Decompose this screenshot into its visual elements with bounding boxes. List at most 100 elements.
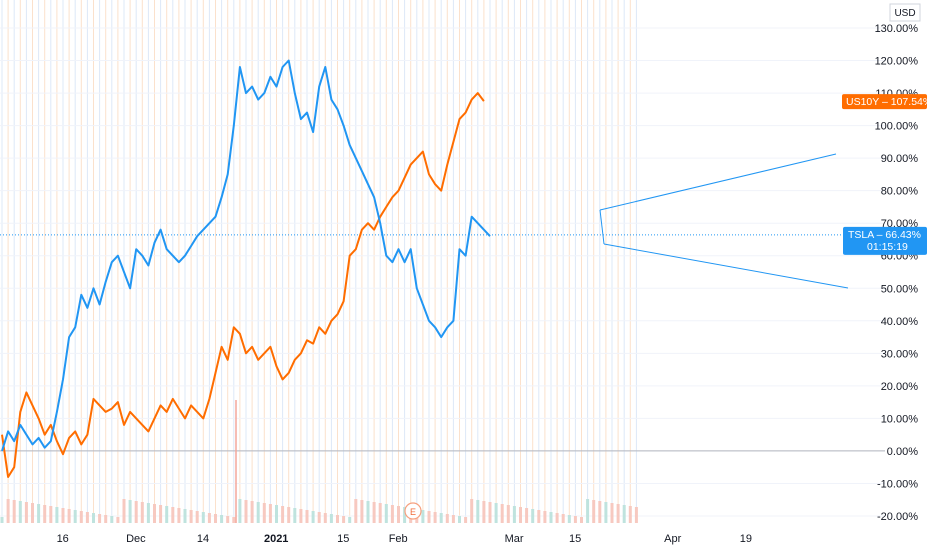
volume-bar bbox=[616, 504, 620, 523]
event-markers[interactable]: E bbox=[404, 502, 422, 520]
x-tick-label: Feb bbox=[389, 533, 408, 545]
volume-bar bbox=[122, 499, 126, 523]
volume-bar bbox=[55, 507, 59, 523]
volume-bar bbox=[634, 507, 638, 523]
y-tick-label: 40.00% bbox=[881, 316, 919, 328]
volume-bar bbox=[165, 506, 169, 523]
volume-bar bbox=[317, 512, 321, 523]
x-tick-label: 15 bbox=[569, 533, 581, 545]
y-tick-label: 10.00% bbox=[881, 413, 919, 425]
volume-bar bbox=[201, 512, 205, 523]
y-tick-label: 120.00% bbox=[875, 56, 919, 68]
price-axis[interactable]: USD 130.00%120.00%110.00%100.00%90.00%80… bbox=[875, 0, 932, 550]
volume-bar bbox=[464, 517, 468, 523]
x-tick-label: 14 bbox=[197, 533, 209, 545]
series-line-us10y bbox=[1, 92, 485, 478]
volume-bar bbox=[238, 499, 242, 523]
volume-bar bbox=[549, 512, 553, 523]
volume-bar bbox=[360, 500, 364, 523]
volume-bar bbox=[476, 500, 480, 523]
volume-bar bbox=[262, 503, 266, 523]
volume-bar bbox=[592, 500, 596, 523]
volume-bar bbox=[232, 517, 236, 523]
volume-bar bbox=[128, 500, 132, 523]
volume-bar bbox=[451, 515, 455, 523]
volume-bar bbox=[195, 511, 199, 523]
volume-bar bbox=[85, 512, 89, 523]
volume-bar bbox=[342, 516, 346, 523]
badge-tsla-label: TSLA – 66.43% bbox=[848, 229, 921, 241]
currency-label-box[interactable] bbox=[889, 3, 921, 22]
volume-bar bbox=[92, 513, 95, 523]
volume-bar bbox=[329, 514, 333, 523]
volume-bar bbox=[445, 514, 449, 523]
volume-bar bbox=[354, 499, 358, 523]
volume-bar bbox=[610, 503, 614, 523]
last-value-badges: US10Y – 107.54% TSLA – 66.43%01:15:19 bbox=[842, 94, 932, 255]
volume-bar bbox=[116, 517, 120, 523]
x-tick-label: 15 bbox=[337, 533, 349, 545]
x-tick-label: 2021 bbox=[264, 533, 288, 545]
earnings-event-marker[interactable] bbox=[404, 502, 422, 520]
volume-bar bbox=[12, 500, 16, 523]
volume-bar bbox=[268, 504, 272, 523]
volume-bar bbox=[177, 508, 181, 523]
volume-bar bbox=[110, 516, 114, 523]
volume-bar bbox=[580, 517, 583, 523]
volume-bar bbox=[519, 507, 522, 523]
volume-bar bbox=[287, 507, 291, 523]
badge-us10y-label: US10Y – 107.54% bbox=[846, 96, 932, 108]
trend-line-upper[interactable] bbox=[599, 153, 837, 211]
volume-bar bbox=[79, 511, 83, 523]
volume-bar bbox=[299, 509, 303, 523]
time-axis-background bbox=[0, 524, 885, 550]
volume-bar bbox=[61, 508, 65, 523]
badge-us10y bbox=[842, 94, 927, 110]
trend-line-lower[interactable] bbox=[603, 243, 849, 289]
volume-bar bbox=[214, 514, 217, 523]
volume-bar bbox=[189, 510, 193, 523]
volume-bar bbox=[378, 503, 382, 523]
volume-bar bbox=[586, 499, 590, 523]
x-tick-label: Mar bbox=[505, 533, 524, 545]
volume-bar bbox=[134, 501, 138, 523]
volume-bar bbox=[226, 516, 230, 523]
volume-bar bbox=[171, 507, 175, 523]
volume-bar bbox=[470, 499, 474, 523]
y-tick-label: 130.00% bbox=[875, 23, 919, 35]
volume-bar bbox=[140, 502, 144, 523]
volume-bar bbox=[525, 508, 529, 523]
volume-bar bbox=[348, 517, 352, 523]
y-tick-label: 100.00% bbox=[875, 121, 919, 133]
volume-bar bbox=[67, 509, 71, 523]
volume-bar bbox=[372, 502, 376, 523]
volume-bar bbox=[622, 505, 626, 523]
series-line-tsla bbox=[1, 59, 491, 452]
volume-bar bbox=[159, 505, 163, 523]
grid bbox=[0, 0, 885, 522]
time-axis[interactable]: 16 Dec 14 2021 15 Feb Mar 15 Apr 19 bbox=[0, 524, 885, 550]
y-tick-label: 80.00% bbox=[881, 186, 919, 198]
volume-bar bbox=[573, 516, 577, 523]
volume-bar bbox=[537, 510, 541, 523]
volume-bar bbox=[506, 505, 510, 523]
volume-bar bbox=[49, 506, 53, 523]
volume-bar bbox=[427, 511, 431, 523]
volume-bar bbox=[153, 504, 156, 523]
volume-bar bbox=[98, 514, 102, 523]
volume-bar bbox=[24, 502, 28, 523]
volume-bar bbox=[207, 513, 211, 523]
volume-bar bbox=[500, 504, 504, 523]
volume-bar bbox=[104, 515, 108, 523]
volume-bar bbox=[323, 513, 327, 523]
volume-bar bbox=[244, 500, 248, 523]
volume-bar bbox=[390, 505, 394, 523]
triangle-drawing[interactable] bbox=[599, 153, 849, 289]
trend-line-base[interactable] bbox=[599, 209, 605, 245]
y-tick-label: -10.00% bbox=[877, 478, 918, 490]
volume-bars bbox=[0, 400, 638, 523]
y-tick-label: 90.00% bbox=[881, 153, 919, 165]
volume-bar bbox=[293, 508, 297, 523]
volume-bar bbox=[482, 501, 486, 523]
